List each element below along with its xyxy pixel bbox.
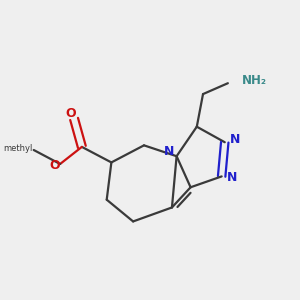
Text: O: O xyxy=(66,107,76,120)
Text: NH₂: NH₂ xyxy=(242,74,267,87)
Text: N: N xyxy=(226,172,237,184)
Text: O: O xyxy=(49,159,60,172)
Text: methyl: methyl xyxy=(3,144,32,153)
Text: N: N xyxy=(164,145,174,158)
Text: N: N xyxy=(230,133,240,146)
